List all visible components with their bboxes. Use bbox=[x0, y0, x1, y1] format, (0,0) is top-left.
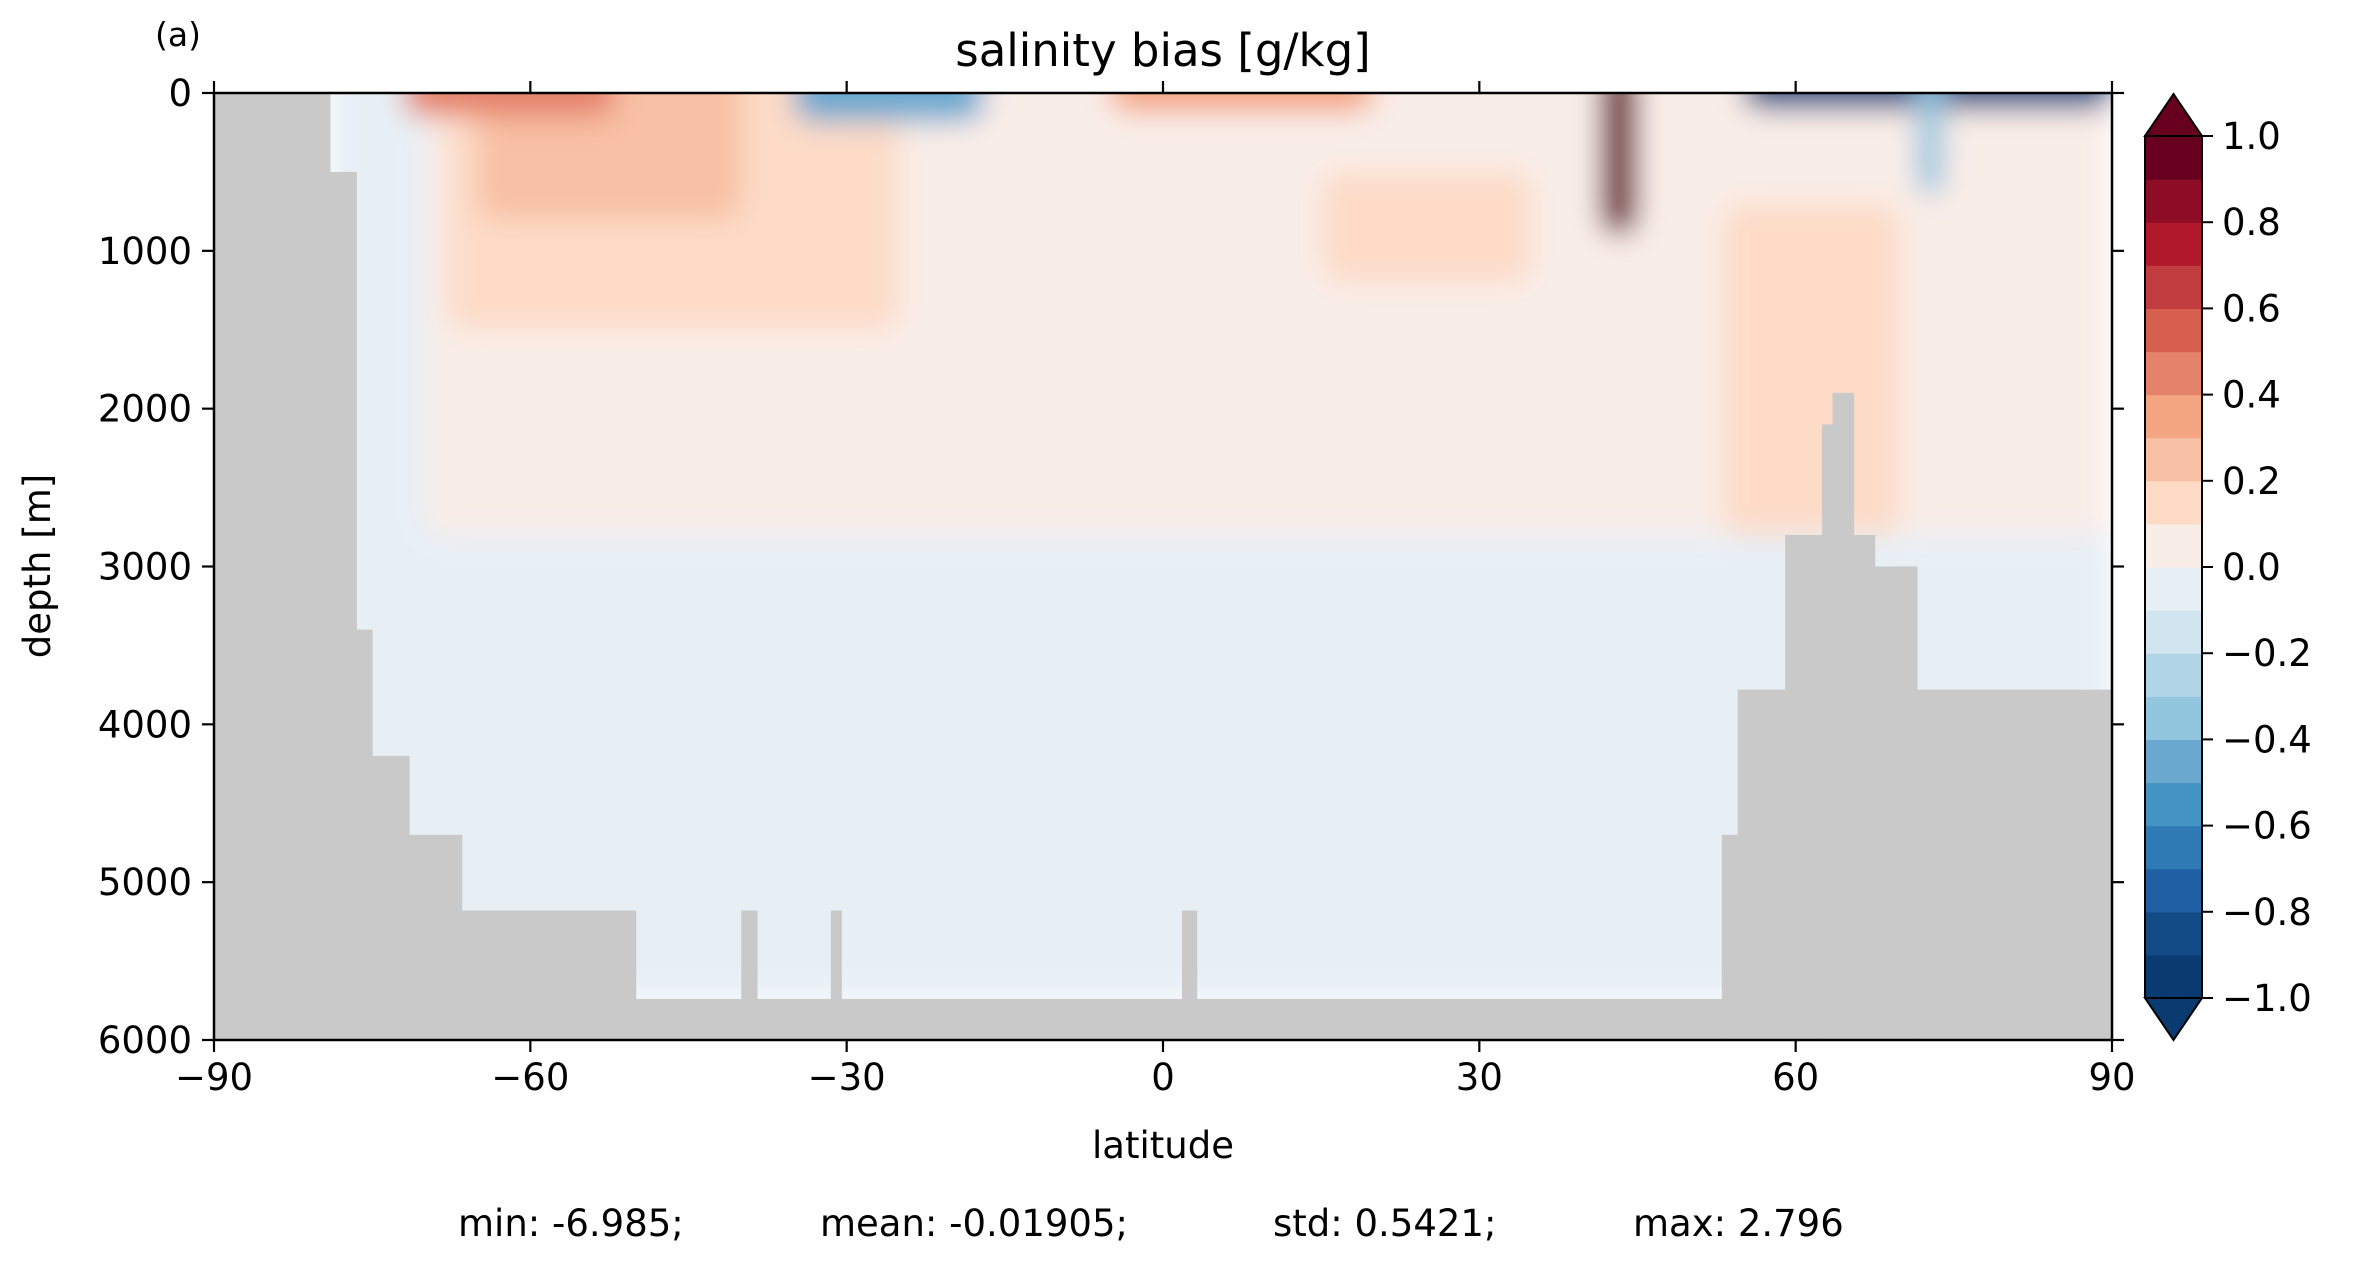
x-tick-label: −30 bbox=[808, 1056, 886, 1099]
y-tick-label: 2000 bbox=[98, 388, 192, 431]
bias-field bbox=[329, 93, 2112, 999]
colorbar-extend-max bbox=[2143, 92, 2204, 137]
land-segment-16 bbox=[830, 910, 842, 1040]
colorbar-tick-label: −0.6 bbox=[2222, 805, 2312, 848]
land-segment-0 bbox=[214, 93, 331, 1040]
colorbar-segment bbox=[2145, 480, 2202, 525]
bias-region-9 bbox=[1600, 93, 1638, 236]
colorbar-segment bbox=[2145, 308, 2202, 353]
colorbar-segment bbox=[2145, 954, 2202, 999]
colorbar-segment bbox=[2145, 782, 2202, 827]
bias-region-5 bbox=[1110, 93, 1374, 112]
colorbar-segment bbox=[2145, 610, 2202, 654]
x-tick-label: −90 bbox=[175, 1056, 253, 1099]
land-segment-10 bbox=[1822, 424, 1834, 1040]
colorbar-tick-label: 0.2 bbox=[2222, 460, 2281, 503]
land-segment-9 bbox=[1785, 534, 1823, 1040]
colorbar-tick-label: −0.8 bbox=[2222, 891, 2312, 934]
colorbar-tick-label: 0.4 bbox=[2222, 374, 2281, 417]
land-segment-14 bbox=[1916, 689, 2112, 1040]
colorbar-segment bbox=[2145, 739, 2202, 784]
y-tick-label: 5000 bbox=[98, 861, 192, 904]
land-segment-13 bbox=[1874, 566, 1918, 1040]
x-axis-label: latitude bbox=[1092, 1124, 1234, 1167]
colorbar-segment bbox=[2145, 351, 2202, 396]
colorbar-tick-label: −1.0 bbox=[2222, 977, 2312, 1020]
colorbar-segment bbox=[2145, 179, 2202, 223]
colorbar-segment bbox=[2145, 437, 2202, 482]
y-tick-label: 6000 bbox=[98, 1019, 192, 1062]
bias-region-3 bbox=[477, 93, 742, 220]
stat-std: std: 0.5421; bbox=[1273, 1202, 1496, 1245]
colorbar-segment bbox=[2145, 825, 2202, 870]
bias-region-7 bbox=[1321, 171, 1533, 283]
x-tick-label: 90 bbox=[2088, 1056, 2135, 1099]
bias-region-8 bbox=[1721, 203, 1902, 535]
colorbar-segment bbox=[2145, 567, 2202, 611]
land-segment-7 bbox=[1721, 834, 1739, 1040]
land-mask bbox=[214, 93, 2112, 1040]
colorbar-segment bbox=[2145, 911, 2202, 956]
chart-title: salinity bias [g/kg] bbox=[955, 24, 1370, 77]
x-tick-label: 60 bbox=[1772, 1056, 1819, 1099]
stat-min: min: -6.985; bbox=[458, 1202, 684, 1245]
colorbar-tick-label: 1.0 bbox=[2222, 115, 2281, 158]
colorbar-segment bbox=[2145, 868, 2202, 913]
panel-label: (a) bbox=[155, 15, 201, 54]
bias-region-4 bbox=[403, 93, 615, 117]
land-segment-2 bbox=[356, 629, 373, 1040]
y-tick-label: 0 bbox=[168, 72, 192, 115]
x-tick-label: 0 bbox=[1151, 1056, 1175, 1099]
stat-max: max: 2.796 bbox=[1633, 1202, 1844, 1245]
y-tick-label: 4000 bbox=[98, 703, 192, 746]
land-segment-11 bbox=[1832, 392, 1855, 1040]
land-segment-17 bbox=[1181, 910, 1198, 1040]
colorbar-tick-label: 0.0 bbox=[2222, 546, 2281, 589]
colorbar-segment bbox=[2145, 222, 2202, 266]
y-axis: 0 1000 2000 3000 4000 5000 6000 bbox=[98, 72, 2124, 1062]
bias-region-11 bbox=[1916, 93, 1944, 196]
bias-region-6 bbox=[793, 93, 984, 122]
land-segment-1 bbox=[329, 171, 357, 1040]
colorbar-segment bbox=[2145, 523, 2202, 568]
land-segment-6 bbox=[635, 998, 1723, 1040]
land-segment-4 bbox=[409, 834, 463, 1040]
y-tick-label: 3000 bbox=[98, 546, 192, 589]
land-segment-15 bbox=[741, 910, 758, 1040]
colorbar-segment bbox=[2145, 653, 2202, 697]
colorbar-tick-label: 0.8 bbox=[2222, 201, 2281, 244]
colorbar-segment bbox=[2145, 136, 2202, 180]
land-segment-12 bbox=[1853, 534, 1876, 1040]
x-axis: −90 −60 −30 0 30 60 90 bbox=[175, 81, 2136, 1099]
y-axis-label: depth [m] bbox=[16, 474, 59, 658]
land-segment-5 bbox=[461, 910, 637, 1040]
colorbar-segment bbox=[2145, 394, 2202, 439]
colorbar-tick-label: 0.6 bbox=[2222, 287, 2281, 330]
y-tick-label: 1000 bbox=[98, 230, 192, 273]
plot-area bbox=[214, 93, 2112, 1040]
colorbar: −1.0 −0.8 −0.6 −0.4 −0.2 0.0 0.2 0.4 0.6 0.8 1.0 bbox=[2143, 92, 2312, 1042]
x-tick-label: −60 bbox=[491, 1056, 569, 1099]
x-tick-label: 30 bbox=[1456, 1056, 1503, 1099]
colorbar-extend-min bbox=[2143, 997, 2204, 1042]
land-segment-3 bbox=[372, 755, 410, 1040]
colorbar-segment bbox=[2145, 265, 2202, 309]
land-segment-8 bbox=[1737, 689, 1786, 1040]
colorbar-tick-label: −0.4 bbox=[2222, 718, 2312, 761]
stat-mean: mean: -0.01905; bbox=[820, 1202, 1128, 1245]
colorbar-tick-label: −0.2 bbox=[2222, 632, 2312, 675]
colorbar-segment bbox=[2145, 696, 2202, 740]
